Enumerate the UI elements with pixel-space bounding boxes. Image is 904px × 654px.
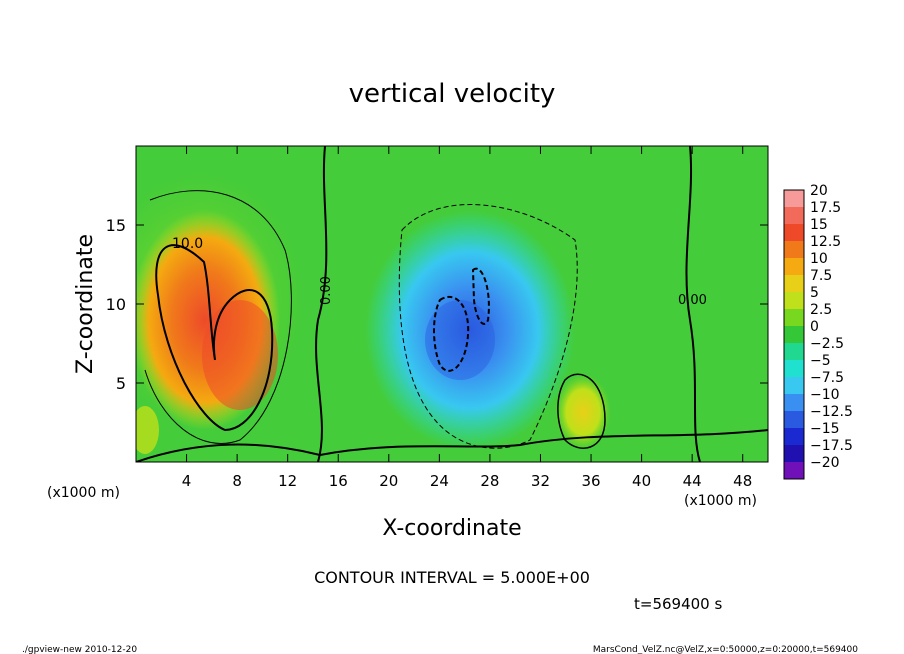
colorbar-swatch xyxy=(784,411,804,428)
x-tick-label: 28 xyxy=(480,472,499,490)
colorbar-swatch xyxy=(784,292,804,309)
colorbar-label: −12.5 xyxy=(810,404,853,420)
y-tick-label: 5 xyxy=(116,374,126,393)
x-tick-label: 16 xyxy=(329,472,348,490)
x-tick-label: 4 xyxy=(182,472,192,490)
contour-interval: CONTOUR INTERVAL = 5.000E+00 xyxy=(314,568,590,587)
chart-title: vertical velocity xyxy=(349,79,556,109)
colorbar-swatch xyxy=(784,445,804,462)
contour-label: 0.00 xyxy=(319,276,334,305)
colorbar-label: 20 xyxy=(810,183,828,199)
footer-right: MarsCond_VelZ.nc@VelZ,x=0:50000,z=0:2000… xyxy=(593,645,858,654)
x-tick-label: 24 xyxy=(430,472,449,490)
colorbar-swatch xyxy=(784,258,804,275)
colorbar-swatch xyxy=(784,377,804,394)
y-axis: 5 10 15 xyxy=(106,216,768,393)
colorbar-label: −5 xyxy=(810,353,831,369)
colorbar-swatch xyxy=(784,309,804,326)
colorbar-swatch xyxy=(784,326,804,343)
colorbar-label: 7.5 xyxy=(810,268,832,284)
colorbar: 2017.51512.5107.552.50−2.5−5−7.5−10−12.5… xyxy=(783,183,853,480)
colorbar-swatch xyxy=(784,190,804,207)
contour-label: 10.0 xyxy=(172,236,203,252)
colorbar-frame xyxy=(783,189,805,480)
x-axis: 4 8 12 16 20 24 28 32 36 40 44 48 xyxy=(182,146,752,490)
colorbar-label: 12.5 xyxy=(810,234,841,250)
x-unit-left: (x1000 m) xyxy=(47,485,120,501)
y-axis-label: Z-coordinate xyxy=(73,234,98,374)
x-tick-label: 32 xyxy=(531,472,550,490)
x-tick-label: 48 xyxy=(733,472,752,490)
x-axis-label: X-coordinate xyxy=(382,516,521,541)
colorbar-swatch xyxy=(784,275,804,292)
x-unit-right: (x1000 m) xyxy=(684,493,757,509)
colorbar-label: 5 xyxy=(810,285,819,301)
colorbar-swatch xyxy=(784,462,804,479)
colorbar-swatch xyxy=(784,394,804,411)
x-tick-label: 36 xyxy=(581,472,600,490)
x-tick-label: 40 xyxy=(632,472,651,490)
colorbar-swatch xyxy=(784,428,804,445)
colorbar-label: −2.5 xyxy=(810,336,844,352)
colorbar-label: −15 xyxy=(810,421,840,437)
colorbar-swatch xyxy=(784,207,804,224)
colorbar-label: 2.5 xyxy=(810,302,832,318)
x-tick-label: 44 xyxy=(683,472,702,490)
y-tick-label: 15 xyxy=(106,216,126,235)
colorbar-swatch xyxy=(784,241,804,258)
colorbar-label: −17.5 xyxy=(810,438,853,454)
colorbar-label: 15 xyxy=(810,217,828,233)
heatmap-field: 10.0 0.00 0.00 xyxy=(136,146,768,462)
x-tick-label: 12 xyxy=(278,472,297,490)
footer-left: ./gpview-new 2010-12-20 xyxy=(22,645,137,654)
colorbar-swatch xyxy=(784,224,804,241)
x-tick-label: 8 xyxy=(232,472,242,490)
colorbar-label: 17.5 xyxy=(810,200,841,216)
y-tick-label: 10 xyxy=(106,295,126,314)
colorbar-label: 10 xyxy=(810,251,828,267)
time-stamp: t=569400 s xyxy=(634,595,722,613)
colorbar-swatch xyxy=(784,360,804,377)
contour-label: 0.00 xyxy=(678,293,707,308)
colorbar-label: −20 xyxy=(810,455,840,471)
colorbar-label: −10 xyxy=(810,387,840,403)
colorbar-label: 0 xyxy=(810,319,819,335)
colorbar-label: −7.5 xyxy=(810,370,844,386)
colorbar-swatch xyxy=(784,343,804,360)
x-tick-label: 20 xyxy=(379,472,398,490)
